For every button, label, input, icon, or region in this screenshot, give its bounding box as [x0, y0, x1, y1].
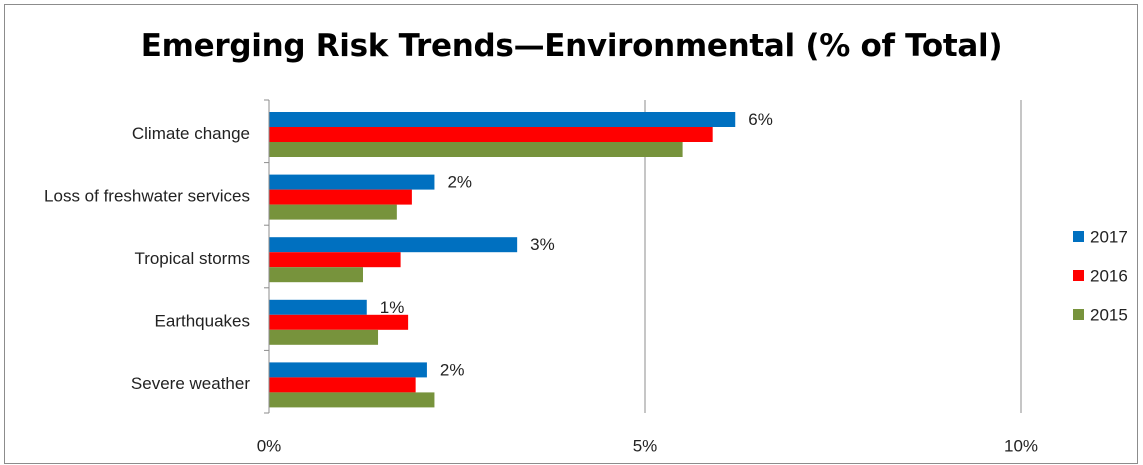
bar-2017: [269, 174, 435, 190]
gridlines: [644, 100, 1022, 413]
tick-label: 0%: [257, 436, 282, 455]
legend-label: 2016: [1090, 266, 1128, 285]
legend: 2017 2016 2015: [1073, 227, 1128, 324]
bar-2017: [269, 112, 736, 127]
category-labels: Climate change Loss of freshwater service…: [44, 124, 250, 393]
tick-label: 10%: [1004, 436, 1038, 455]
chart-frame: [4, 4, 1138, 464]
bar-2017: [269, 299, 367, 315]
chart-title: Emerging Risk Trends—Environmental (% of…: [140, 28, 1003, 64]
legend-swatch-2017: [1073, 231, 1084, 242]
data-labels: 6% 2% 3% 1% 2%: [380, 110, 773, 379]
bars: [269, 112, 736, 408]
data-label: 3%: [530, 235, 555, 254]
data-label: 2%: [447, 173, 472, 192]
data-label: 2%: [440, 360, 465, 379]
bar-2015: [269, 267, 363, 283]
category-label: Loss of freshwater services: [44, 186, 250, 205]
bar-2016: [269, 189, 412, 205]
bar-2016: [269, 252, 401, 268]
category-label: Climate change: [132, 124, 250, 143]
bar-2015: [269, 392, 435, 408]
category-label: Tropical storms: [134, 249, 250, 268]
legend-swatch-2016: [1073, 270, 1084, 281]
tick-labels: 0% 5% 10%: [257, 436, 1038, 455]
bar-2016: [269, 314, 409, 330]
legend-swatch-2015: [1073, 309, 1084, 320]
bar-2017: [269, 362, 427, 378]
data-label: 6%: [748, 110, 773, 129]
bar-2015: [269, 329, 379, 345]
bar-2016: [269, 377, 416, 393]
bar-2017: [269, 237, 518, 253]
bar-2015: [269, 142, 683, 157]
legend-label: 2015: [1090, 305, 1128, 324]
bar-2015: [269, 204, 397, 220]
data-label: 1%: [380, 298, 405, 317]
legend-label: 2017: [1090, 227, 1128, 246]
bar-2016: [269, 127, 713, 142]
category-axis: [264, 99, 270, 414]
tick-label: 5%: [633, 436, 658, 455]
category-label: Severe weather: [131, 374, 250, 393]
category-label: Earthquakes: [155, 312, 250, 331]
